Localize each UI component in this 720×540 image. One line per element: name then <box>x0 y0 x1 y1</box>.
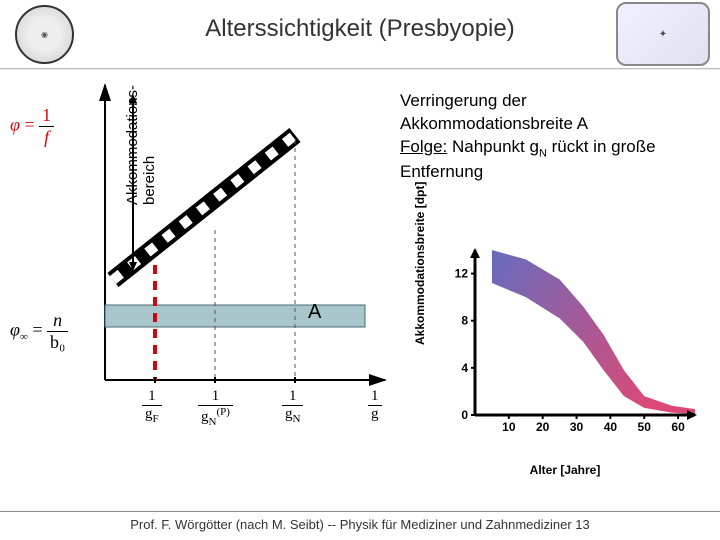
body-paragraph: Verringerung der Akkommodationsbreite A … <box>400 90 700 184</box>
slide-title: Alterssichtigkeit (Presbyopie) <box>0 15 720 43</box>
left-diagram: φ = 1f φ∞ = nb₀ <box>10 80 390 450</box>
chart-ylabel: Akkommodationsbreite [dpt] <box>413 182 427 345</box>
svg-text:10: 10 <box>502 420 516 434</box>
chart-svg: 0 4 8 12 10 20 30 40 50 60 <box>445 245 700 445</box>
svg-text:50: 50 <box>638 420 652 434</box>
folge-sub: N <box>539 147 547 159</box>
svg-text:4: 4 <box>461 361 468 375</box>
slide: ◉ ✦ Alterssichtigkeit (Presbyopie) Verri… <box>0 0 720 540</box>
xaxis-end: 1g <box>368 388 382 423</box>
footer-text: Prof. F. Wörgötter (nach M. Seibt) -- Ph… <box>0 517 720 532</box>
svg-text:12: 12 <box>455 267 469 281</box>
xtick-gnp: 1gN(P) <box>198 388 233 428</box>
svg-text:40: 40 <box>604 420 618 434</box>
right-chart: Akkommodationsbreite [dpt] 0481210203040… <box>425 245 705 475</box>
folge-label: Folge: <box>400 137 447 156</box>
xtick-gf: 1gF <box>142 388 162 425</box>
svg-text:8: 8 <box>461 314 468 328</box>
chart-xlabel: Alter [Jahre] <box>425 463 705 477</box>
svg-text:0: 0 <box>461 408 468 422</box>
folge-rest: Nahpunkt g <box>447 137 539 156</box>
svg-text:30: 30 <box>570 420 584 434</box>
text-line1: Verringerung der Akkommodationsbreite A <box>400 91 588 133</box>
title-divider <box>0 68 720 70</box>
svg-text:20: 20 <box>536 420 550 434</box>
akkommodations-bereich-label: Akkommodations- bereich <box>125 85 158 205</box>
formula-phi-inf: φ∞ = nb₀ <box>10 310 68 353</box>
footer-divider <box>0 511 720 512</box>
xtick-gn: 1gN <box>282 388 303 425</box>
svg-text:60: 60 <box>671 420 685 434</box>
formula-phi: φ = 1f <box>10 105 54 148</box>
a-label: A <box>308 301 321 324</box>
